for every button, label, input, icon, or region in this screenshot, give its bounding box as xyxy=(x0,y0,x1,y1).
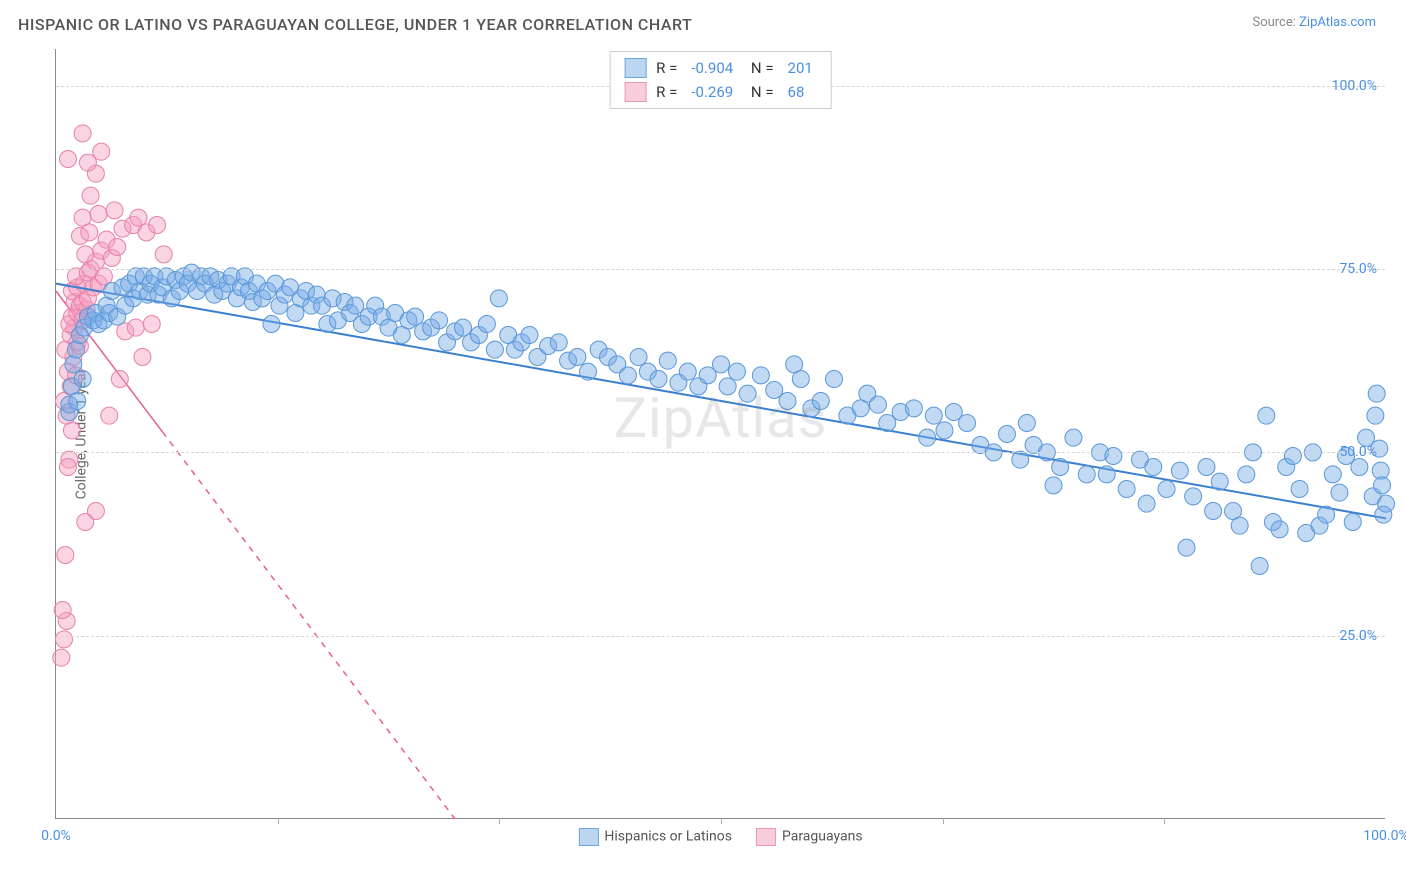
legend-series-label-1: Paraguayans xyxy=(782,829,863,845)
chart-title: HISPANIC OR LATINO VS PARAGUAYAN COLLEGE… xyxy=(18,15,692,34)
legend-stats-row-1: R = -0.269 N = 68 xyxy=(624,80,817,104)
legend-swatch-1 xyxy=(624,82,646,102)
legend-r-label-0: R = xyxy=(656,59,677,77)
legend-series-item-1: Paraguayans xyxy=(756,828,863,846)
legend-series-swatch-1 xyxy=(756,828,776,846)
legend-r-value-1: -0.269 xyxy=(687,83,737,101)
y-tick-label: 25.0% xyxy=(1339,628,1377,644)
legend-swatch-0 xyxy=(624,58,646,78)
legend-stats-row-0: R = -0.904 N = 201 xyxy=(624,56,817,80)
chart-area: College, Under 1 year ZipAtlas R = -0.90… xyxy=(55,49,1385,819)
legend-series-swatch-0 xyxy=(578,828,598,846)
x-tick-label: 100.0% xyxy=(1363,828,1406,844)
legend-series-label-0: Hispanics or Latinos xyxy=(604,829,732,845)
y-tick-label: 75.0% xyxy=(1339,261,1377,277)
source-link[interactable]: ZipAtlas.com xyxy=(1299,15,1376,30)
legend-r-value-0: -0.904 xyxy=(687,59,737,77)
legend-n-label-1: N = xyxy=(747,83,773,101)
legend-stats: R = -0.904 N = 201 R = -0.269 N = 68 xyxy=(609,51,832,109)
y-tick-label: 100.0% xyxy=(1332,78,1377,94)
x-tick-label: 0.0% xyxy=(41,828,71,844)
source-prefix: Source: xyxy=(1252,15,1299,30)
legend-series: Hispanics or Latinos Paraguayans xyxy=(578,828,862,846)
plot-svg xyxy=(56,49,1385,818)
legend-r-label-1: R = xyxy=(656,83,677,101)
legend-n-value-0: 201 xyxy=(784,59,817,77)
source-attribution: Source: ZipAtlas.com xyxy=(1252,15,1376,30)
legend-n-label-0: N = xyxy=(747,59,773,77)
legend-series-item-0: Hispanics or Latinos xyxy=(578,828,732,846)
y-tick-label: 50.0% xyxy=(1339,444,1377,460)
legend-n-value-1: 68 xyxy=(784,83,809,101)
